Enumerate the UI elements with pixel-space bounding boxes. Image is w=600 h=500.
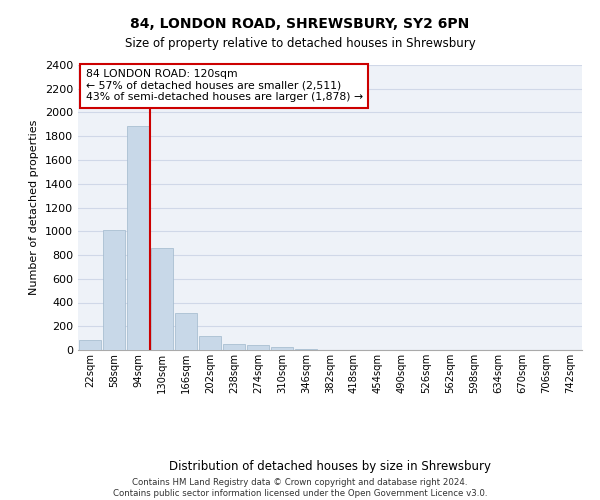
Bar [151, 248, 173, 350]
Text: Contains HM Land Registry data © Crown copyright and database right 2024.
Contai: Contains HM Land Registry data © Crown c… [113, 478, 487, 498]
Bar [175, 312, 197, 350]
Text: Size of property relative to detached houses in Shrewsbury: Size of property relative to detached ho… [125, 38, 475, 51]
Bar [247, 346, 269, 350]
Bar [199, 336, 221, 350]
Bar [103, 230, 125, 350]
Bar [223, 344, 245, 350]
Y-axis label: Number of detached properties: Number of detached properties [29, 120, 40, 295]
Bar [271, 347, 293, 350]
Bar [79, 340, 101, 350]
Text: 84 LONDON ROAD: 120sqm
← 57% of detached houses are smaller (2,511)
43% of semi-: 84 LONDON ROAD: 120sqm ← 57% of detached… [86, 70, 362, 102]
X-axis label: Distribution of detached houses by size in Shrewsbury: Distribution of detached houses by size … [169, 460, 491, 473]
Bar [127, 126, 149, 350]
Bar [295, 348, 317, 350]
Text: 84, LONDON ROAD, SHREWSBURY, SY2 6PN: 84, LONDON ROAD, SHREWSBURY, SY2 6PN [130, 18, 470, 32]
